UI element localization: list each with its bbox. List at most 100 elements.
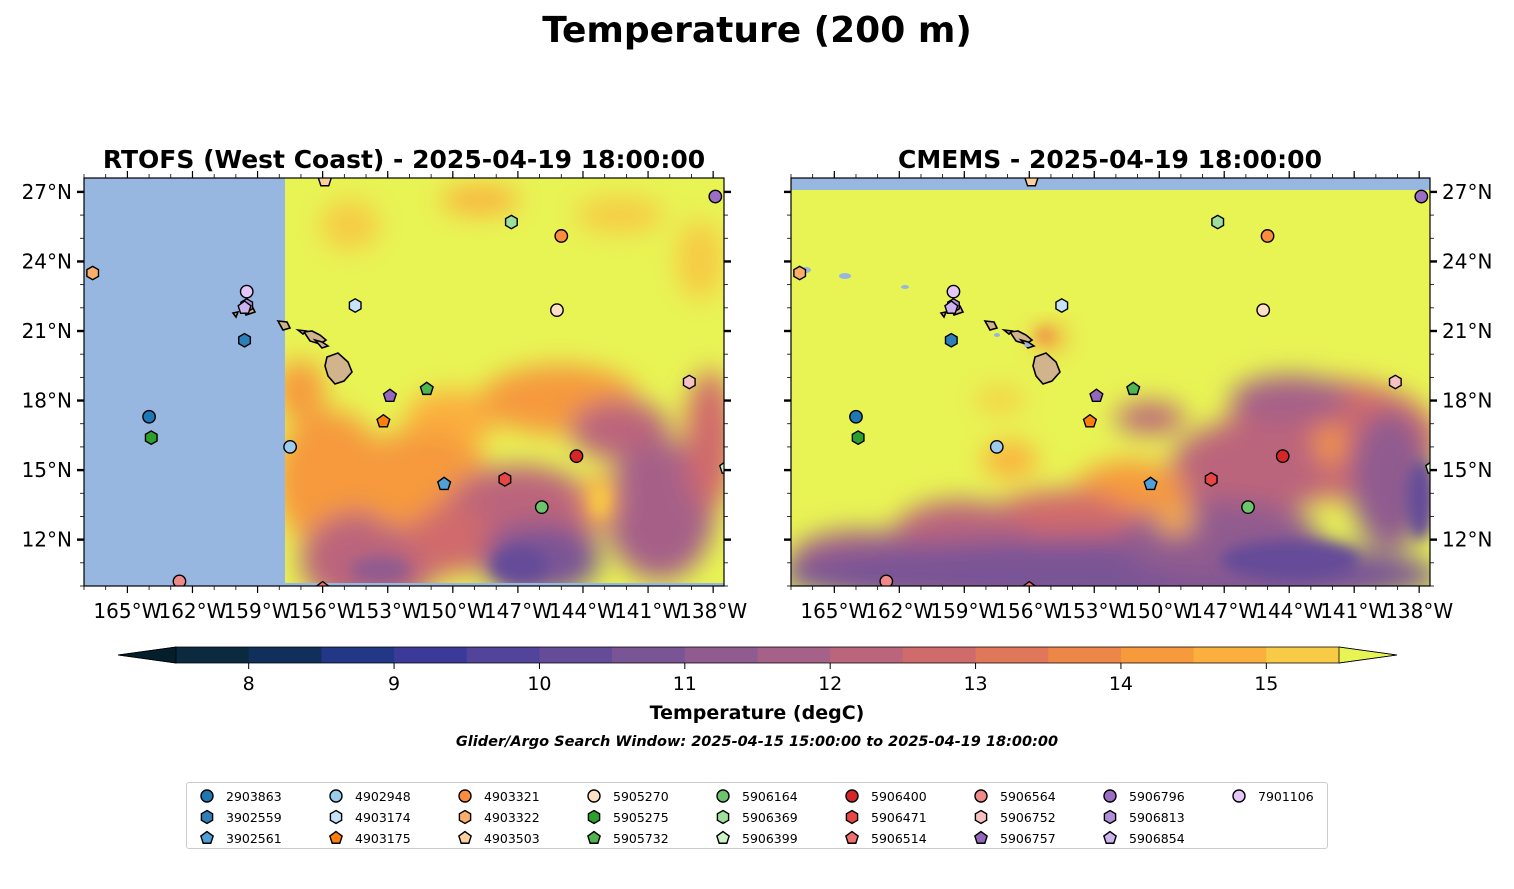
cmems-x-tick-label: 144°W xyxy=(1255,599,1323,623)
legend-marker-5906514 xyxy=(845,830,859,844)
legend-marker-icon xyxy=(200,809,214,825)
cmems-platform-5906757 xyxy=(1089,388,1104,403)
legend-marker-5906471 xyxy=(845,809,859,825)
legend-entry-4903321: 4903321 xyxy=(455,786,540,806)
legend-entry-5906164: 5906164 xyxy=(713,786,798,806)
legend-entry-5906514: 5906514 xyxy=(842,828,927,848)
legend-entry-4903503: 4903503 xyxy=(455,828,540,848)
cmems-x-tick-label: 165°W xyxy=(800,599,868,623)
legend-label: 5905732 xyxy=(613,830,669,846)
rtofs-panel: RTOFS (West Coast) - 2025-04-19 18:00:00 xyxy=(22,145,748,623)
legend-entry-5906757: 5906757 xyxy=(971,828,1056,848)
legend-label: 2903863 xyxy=(226,788,282,804)
rtofs-x-tick-label: 162°W xyxy=(158,599,226,623)
cmems-platform-5906369 xyxy=(1211,214,1225,230)
legend-marker-2903863 xyxy=(200,789,214,803)
colorbar-segment xyxy=(757,647,831,663)
legend-label: 5906752 xyxy=(1000,809,1056,825)
rtofs-x-tick-label: 165°W xyxy=(93,599,161,623)
colorbar-segment xyxy=(830,647,904,663)
cmems-platform-5906796 xyxy=(1414,189,1429,204)
rtofs-panel-title: RTOFS (West Coast) - 2025-04-19 18:00:00 xyxy=(103,145,705,174)
legend-entry-5906796: 5906796 xyxy=(1100,786,1185,806)
colorbar-segments xyxy=(117,646,1398,664)
rtofs-platform-5906369 xyxy=(504,214,518,230)
colorbar-tick-label: 13 xyxy=(963,673,987,695)
legend-marker-icon xyxy=(329,789,343,803)
rtofs-platform-3902561 xyxy=(436,476,452,491)
legend-marker-icon xyxy=(845,789,859,803)
legend-label: 4903321 xyxy=(484,788,540,804)
legend-marker-4903503 xyxy=(458,830,472,844)
cmems-x-axis: 165°W162°W159°W156°W153°W150°W147°W144°W… xyxy=(790,171,1453,623)
rtofs-y-tick-label: 21°N xyxy=(22,319,72,343)
legend-marker-icon xyxy=(974,830,988,844)
cmems-platform-4903175 xyxy=(1082,413,1098,428)
cmems-platform-5905732 xyxy=(1126,381,1141,396)
legend-label: 5906514 xyxy=(871,830,927,846)
colorbar-segment xyxy=(1048,647,1122,663)
cmems-platform-4903174 xyxy=(1055,297,1069,314)
cmems-platform-5906400 xyxy=(1275,449,1290,464)
cmems-x-tick-label: 162°W xyxy=(865,599,933,623)
colorbar-segment xyxy=(394,647,468,663)
legend-label: 4902948 xyxy=(355,788,411,804)
legend-marker-icon xyxy=(458,789,472,803)
legend-marker-5906400 xyxy=(845,789,859,803)
cmems-temperature-field xyxy=(791,178,1430,586)
cmems-y-tick-label: 15°N xyxy=(1442,458,1492,482)
cmems-x-tick-label: 153°W xyxy=(1060,599,1128,623)
cmems-y-tick-label: 24°N xyxy=(1442,249,1492,273)
legend-entry-4903174: 4903174 xyxy=(326,807,411,827)
legend-marker-icon xyxy=(1103,789,1117,803)
legend-marker-icon xyxy=(716,789,730,803)
cmems-platform-4903322 xyxy=(793,265,807,281)
colorbar-segment xyxy=(612,647,686,663)
legend-label: 4903322 xyxy=(484,809,540,825)
rtofs-y-axis: 12°N 15°N 18°N 21°N 24°N 27°N xyxy=(22,180,731,587)
legend-marker-4903175 xyxy=(329,830,343,844)
colorbar-tick-label: 14 xyxy=(1109,673,1133,695)
cmems-plot-frame xyxy=(790,177,1431,587)
legend-entry-5905270: 5905270 xyxy=(584,786,669,806)
rtofs-platform-4903174 xyxy=(348,297,362,314)
legend-entry-2903863: 2903863 xyxy=(197,786,282,806)
colorbar: 8 9 10 11 12 13 14 15 Temperature (degC) xyxy=(117,646,1398,724)
rtofs-platform-5905270 xyxy=(550,303,564,318)
legend-label: 5906471 xyxy=(871,809,927,825)
colorbar-tick-label: 12 xyxy=(818,673,842,695)
colorbar-label: Temperature (degC) xyxy=(650,702,865,724)
legend-entry-5906400: 5906400 xyxy=(842,786,927,806)
colorbar-segment xyxy=(684,647,758,663)
cmems-platform-4903321 xyxy=(1260,229,1275,243)
legend-label: 5906164 xyxy=(742,788,798,804)
legend-marker-5906399 xyxy=(716,830,730,844)
rtofs-x-tick-label: 144°W xyxy=(549,599,617,623)
legend-label: 5906400 xyxy=(871,788,927,804)
cmems-x-tick-label: 147°W xyxy=(1190,599,1258,623)
cmems-y-tick-label: 12°N xyxy=(1442,528,1492,552)
rtofs-y-tick-label: 27°N xyxy=(22,180,72,204)
colorbar-tick-label: 9 xyxy=(388,673,400,695)
colorbar-tick-label: 8 xyxy=(243,673,255,695)
rtofs-y-tick-label: 12°N xyxy=(22,528,72,552)
rtofs-platform-4903503 xyxy=(317,178,332,187)
cmems-platform-5905275 xyxy=(851,430,865,446)
legend-marker-5906813 xyxy=(1103,809,1117,825)
rtofs-platform-7901106 xyxy=(239,284,254,299)
cmems-platform-5906564 xyxy=(879,574,894,586)
rtofs-temperature-field xyxy=(285,178,724,583)
legend-marker-5906854 xyxy=(1103,830,1117,844)
legend-marker-icon xyxy=(200,830,214,844)
legend-entry-4902948: 4902948 xyxy=(326,786,411,806)
cmems-platform-5906854 xyxy=(944,300,959,314)
rtofs-platform-5906854 xyxy=(237,300,252,314)
legend-entry-4903322: 4903322 xyxy=(455,807,540,827)
rtofs-x-tick-label: 153°W xyxy=(354,599,422,623)
legend-marker-icon xyxy=(458,830,472,844)
colorbar-tick-label: 11 xyxy=(673,673,697,695)
rtofs-platform-4903175 xyxy=(376,413,391,428)
rtofs-platform-5906757 xyxy=(382,388,398,403)
legend-marker-5906752 xyxy=(974,809,988,825)
rtofs-x-tick-label: 150°W xyxy=(419,599,487,623)
